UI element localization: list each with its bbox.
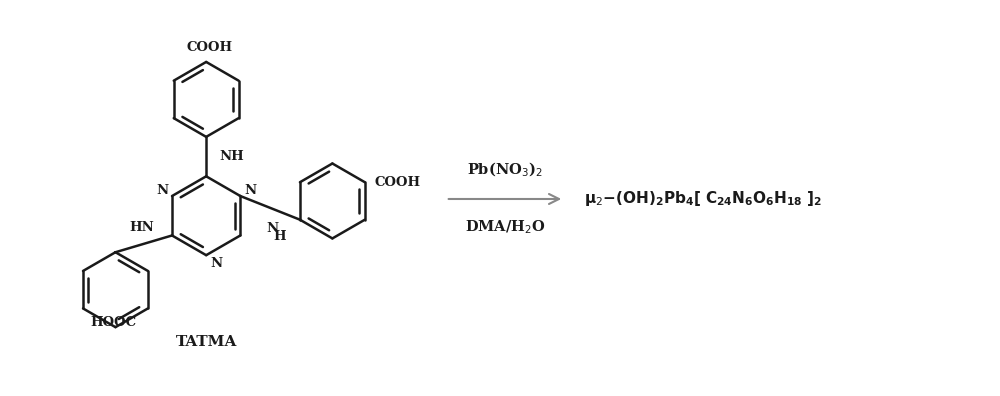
Text: N: N bbox=[156, 184, 168, 196]
Text: H: H bbox=[274, 230, 286, 243]
Text: TATMA: TATMA bbox=[175, 335, 237, 349]
Text: COOH: COOH bbox=[375, 176, 421, 189]
Text: HN: HN bbox=[130, 221, 154, 234]
Text: HOOC: HOOC bbox=[90, 316, 136, 329]
Text: DMA/H$_2$O: DMA/H$_2$O bbox=[465, 219, 545, 236]
Text: N: N bbox=[244, 184, 256, 196]
Text: COOH: COOH bbox=[186, 41, 232, 54]
Text: N: N bbox=[266, 222, 278, 235]
Text: NH: NH bbox=[219, 150, 244, 163]
Text: N: N bbox=[210, 257, 222, 270]
Text: $\mathbf{\mu}_2\mathbf{-(OH)_2Pb_4[\ C_{24}N_6O_6H_{18}\ ]_2}$: $\mathbf{\mu}_2\mathbf{-(OH)_2Pb_4[\ C_{… bbox=[584, 189, 822, 208]
Text: Pb(NO$_3$)$_2$: Pb(NO$_3$)$_2$ bbox=[467, 161, 543, 179]
